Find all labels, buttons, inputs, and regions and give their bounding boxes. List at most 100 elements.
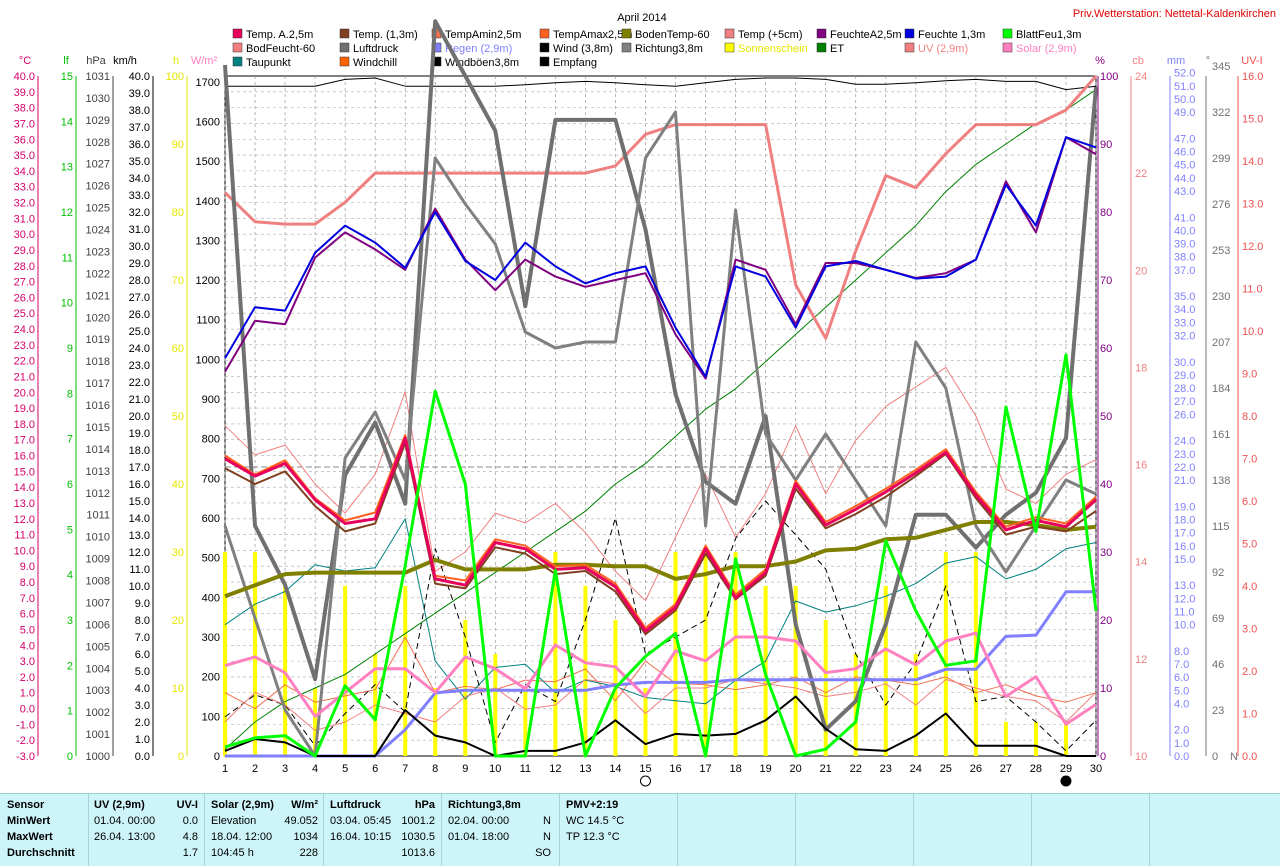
legend-label: Richtung3,8m bbox=[635, 43, 703, 55]
solar-axis-tick: 1400 bbox=[196, 196, 220, 208]
sunshine-bar bbox=[583, 586, 588, 756]
x-tick-label: 14 bbox=[609, 763, 621, 775]
rain-axis-tick: 37.0 bbox=[1174, 265, 1195, 277]
series-feuchtea2-5m-line bbox=[224, 136, 1097, 380]
solar-axis-tick: 100 bbox=[202, 711, 220, 723]
x-tick-label: 1 bbox=[222, 763, 228, 775]
temperature-axis-tick: 17.0 bbox=[14, 435, 35, 447]
uv-index-axis-tick: 7.0 bbox=[1242, 454, 1257, 466]
x-tick-label: 27 bbox=[1000, 763, 1012, 775]
temperature-axis-tick: 39.0 bbox=[14, 87, 35, 99]
x-tick-label: 26 bbox=[970, 763, 982, 775]
soil-moisture-axis-tick: 18 bbox=[1135, 362, 1147, 374]
solar-axis-tick: 1600 bbox=[196, 116, 220, 128]
wind-speed-axis-tick: 8.0 bbox=[135, 615, 150, 627]
rain-axis-tick: 16.0 bbox=[1174, 541, 1195, 553]
leaf-wetness-axis-tick: 11 bbox=[62, 252, 73, 264]
wind-speed-axis-tick: 27.0 bbox=[129, 292, 150, 304]
temperature-axis-tick: 20.0 bbox=[14, 387, 35, 399]
direction-min-value: N bbox=[543, 815, 551, 827]
solar-max-time: 18.04. 12:00 bbox=[211, 831, 273, 843]
solar-axis-tick: 1100 bbox=[196, 315, 220, 327]
temperature-axis-tick: 27.0 bbox=[14, 277, 35, 289]
wind-speed-axis-tick: 0.0 bbox=[135, 751, 150, 763]
sunshine-axis-tick: 90 bbox=[172, 139, 184, 151]
temperature-axis-tick: 38.0 bbox=[14, 103, 35, 115]
pressure-axis-tick: 1005 bbox=[86, 641, 110, 653]
uv-index-axis-tick: 0.0 bbox=[1242, 751, 1257, 763]
series-uv-2-9m-line bbox=[224, 679, 1097, 731]
temperature-axis-tick: 10.0 bbox=[14, 545, 35, 557]
x-tick-label: 15 bbox=[639, 763, 651, 775]
series-richtung3-8m-line bbox=[223, 110, 1097, 758]
sunshine-axis-tick: 60 bbox=[172, 343, 184, 355]
temperature-axis-tick: 0.0 bbox=[20, 704, 35, 716]
humidity-axis-tick: 50 bbox=[1100, 411, 1112, 423]
pressure-axis-tick: 1001 bbox=[86, 729, 110, 741]
uvi-header: UV-I bbox=[176, 799, 198, 811]
legend-label: Feuchte 1,3m bbox=[918, 29, 985, 41]
pressure-axis-tick: 1026 bbox=[86, 181, 110, 193]
rain-axis-tick: 22.0 bbox=[1174, 462, 1195, 474]
x-tick-label: 29 bbox=[1060, 763, 1072, 775]
temperature-axis-tick: 36.0 bbox=[14, 134, 35, 146]
rain-axis-tick: 32.0 bbox=[1174, 331, 1195, 343]
direction-min-time: 02.04. 00:00 bbox=[448, 815, 510, 827]
direction-axis-north: N bbox=[1230, 751, 1238, 763]
series-luftdruck-line bbox=[223, 19, 1098, 732]
leaf-wetness-axis-tick: 14 bbox=[61, 116, 73, 128]
rain-axis-tick: 28.0 bbox=[1174, 383, 1195, 395]
solar-axis-tick: 1000 bbox=[196, 354, 220, 366]
sunshine-bar bbox=[793, 586, 798, 756]
pressure-min-time: 03.04. 05:45 bbox=[330, 815, 392, 827]
rain-axis-tick: 27.0 bbox=[1174, 396, 1195, 408]
legend-swatch bbox=[539, 56, 550, 67]
solar-axis-tick: 800 bbox=[202, 434, 220, 446]
uv-index-axis-tick: 13.0 bbox=[1242, 199, 1263, 211]
legend-label: Solar (2,9m) bbox=[1016, 43, 1077, 55]
wind-speed-axis-tick: 10.0 bbox=[129, 581, 150, 593]
sunshine-bar bbox=[823, 620, 828, 756]
pressure-axis-tick: 1021 bbox=[86, 290, 110, 302]
wind-speed-axis-tick: 30.0 bbox=[129, 241, 150, 253]
solar-axis-tick: 1200 bbox=[196, 275, 220, 287]
wind-speed-axis-tick: 34.0 bbox=[129, 173, 150, 185]
sunshine-bar bbox=[253, 552, 258, 756]
solar-axis-tick: 900 bbox=[202, 394, 220, 406]
minwert-label: MinWert bbox=[7, 815, 51, 827]
temperature-axis-tick: 12.0 bbox=[14, 514, 35, 526]
soil-moisture-axis-tick: 16 bbox=[1135, 460, 1147, 472]
direction-axis-tick: 46 bbox=[1212, 659, 1224, 671]
direction-header: Richtung3,8m bbox=[448, 799, 521, 811]
pressure-unit: hPa bbox=[414, 799, 435, 811]
legend-label: TempAmax2,5m bbox=[553, 29, 632, 41]
direction-axis-tick: 207 bbox=[1212, 337, 1230, 349]
rain-axis-tick: 21.0 bbox=[1174, 475, 1195, 487]
humidity-axis-tick: 70 bbox=[1100, 275, 1112, 287]
rain-axis-tick: 4.0 bbox=[1174, 698, 1189, 710]
wind-speed-axis-tick: 4.0 bbox=[135, 683, 150, 695]
x-tick-label: 6 bbox=[372, 763, 378, 775]
wind-speed-axis-tick: 6.0 bbox=[135, 649, 150, 661]
leaf-wetness-axis-unit: lf bbox=[63, 55, 69, 67]
pressure-axis-tick: 1004 bbox=[86, 663, 110, 675]
summary-empty-column-3 bbox=[914, 794, 1032, 866]
legend-swatch bbox=[816, 28, 827, 39]
direction-axis-tick: 69 bbox=[1212, 613, 1224, 625]
series-temp-a-2-5m-line bbox=[224, 436, 1098, 633]
legend-swatch bbox=[339, 42, 350, 53]
pressure-axis-tick: 1029 bbox=[86, 115, 110, 127]
humidity-axis-tick: 20 bbox=[1100, 615, 1112, 627]
soil-moisture-axis-tick: 20 bbox=[1135, 265, 1147, 277]
sunshine-bar bbox=[703, 552, 708, 756]
wind-speed-axis-tick: 19.0 bbox=[129, 428, 150, 440]
sunshine-bar bbox=[493, 654, 498, 756]
pmv-header: PMV+2:19 bbox=[566, 799, 619, 811]
summary-empty-column-2 bbox=[796, 794, 914, 866]
sunshine-bar bbox=[733, 552, 738, 756]
rain-axis-tick: 44.0 bbox=[1174, 173, 1195, 185]
legend-label: Windböen3,8m bbox=[445, 57, 519, 69]
uv-index-axis-tick: 12.0 bbox=[1242, 241, 1263, 253]
pressure-axis-tick: 1010 bbox=[86, 532, 110, 544]
uv-index-axis-unit: UV-I bbox=[1241, 55, 1262, 67]
